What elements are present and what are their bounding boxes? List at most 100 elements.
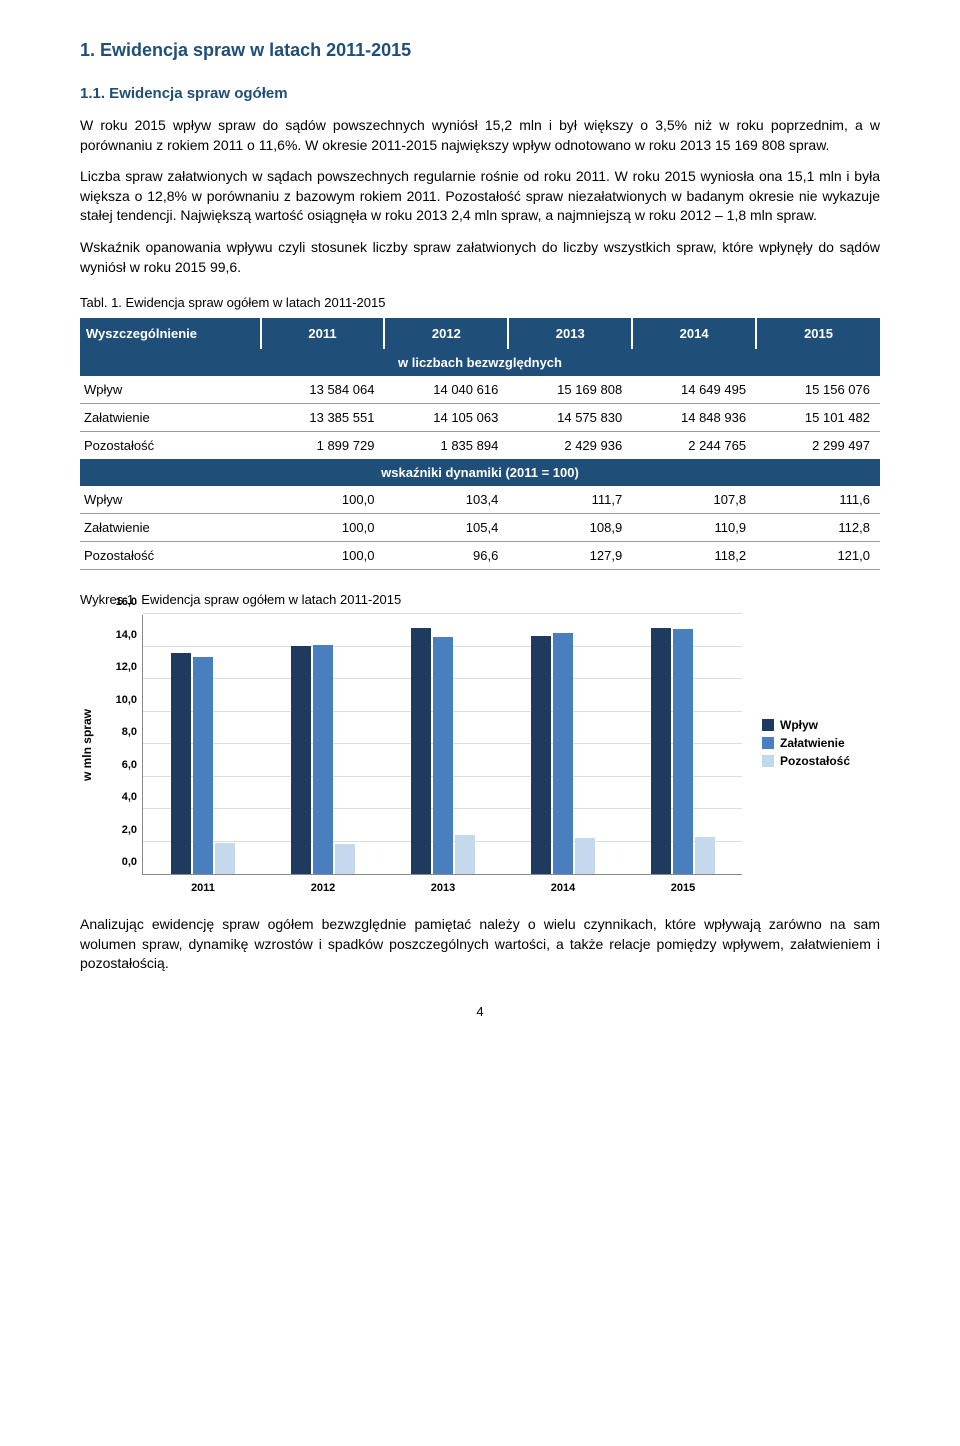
chart-ytick: 14,0 bbox=[103, 629, 137, 641]
chart-caption: Wykres 1. Ewidencja spraw ogółem w latac… bbox=[80, 592, 880, 607]
chart-ytick: 16,0 bbox=[103, 596, 137, 608]
cell-value: 13 385 551 bbox=[261, 404, 385, 432]
cell-value: 100,0 bbox=[261, 542, 385, 570]
chart-xtick: 2011 bbox=[191, 882, 215, 894]
data-table: Wyszczególnienie20112012201320142015 w l… bbox=[80, 318, 880, 570]
cell-value: 14 649 495 bbox=[632, 376, 756, 404]
row-label: Pozostałość bbox=[80, 542, 261, 570]
row-label: Pozostałość bbox=[80, 432, 261, 460]
cell-value: 2 244 765 bbox=[632, 432, 756, 460]
paragraph: Liczba spraw załatwionych w sądach powsz… bbox=[80, 167, 880, 226]
chart-bar bbox=[411, 628, 431, 875]
chart-bar bbox=[695, 837, 715, 874]
cell-value: 112,8 bbox=[756, 514, 880, 542]
chart-bar bbox=[291, 646, 311, 874]
cell-value: 15 169 808 bbox=[508, 376, 632, 404]
paragraph: Analizując ewidencję spraw ogółem bezwzg… bbox=[80, 915, 880, 974]
legend-item: Załatwienie bbox=[762, 736, 850, 750]
table-header: 2015 bbox=[756, 318, 880, 349]
table-row: Pozostałość1 899 7291 835 8942 429 9362 … bbox=[80, 432, 880, 460]
chart-wrapper: w mln spraw 0,02,04,06,08,010,012,014,01… bbox=[80, 615, 880, 875]
chart-xtick: 2012 bbox=[311, 882, 335, 894]
chart-bar bbox=[651, 628, 671, 874]
cell-value: 14 848 936 bbox=[632, 404, 756, 432]
chart-bar bbox=[313, 645, 333, 874]
chart-bar bbox=[335, 844, 355, 874]
chart-ytick: 2,0 bbox=[103, 824, 137, 836]
chart-bar bbox=[553, 633, 573, 874]
cell-value: 14 105 063 bbox=[384, 404, 508, 432]
chart-ytick: 4,0 bbox=[103, 791, 137, 803]
table-header: 2013 bbox=[508, 318, 632, 349]
cell-value: 2 299 497 bbox=[756, 432, 880, 460]
chart-bar bbox=[673, 629, 693, 874]
chart-bar-group bbox=[171, 653, 235, 874]
legend-swatch bbox=[762, 755, 774, 767]
chart-bar bbox=[531, 636, 551, 874]
chart-ylabel: w mln spraw bbox=[80, 709, 94, 781]
page-title: 1. Ewidencja spraw w latach 2011-2015 bbox=[80, 40, 880, 61]
chart-bar bbox=[215, 843, 235, 874]
cell-value: 2 429 936 bbox=[508, 432, 632, 460]
table-row: Pozostałość100,096,6127,9118,2121,0 bbox=[80, 542, 880, 570]
page-number: 4 bbox=[80, 1004, 880, 1019]
cell-value: 118,2 bbox=[632, 542, 756, 570]
chart-ytick: 6,0 bbox=[103, 759, 137, 771]
cell-value: 127,9 bbox=[508, 542, 632, 570]
legend-swatch bbox=[762, 737, 774, 749]
chart-ytick: 0,0 bbox=[103, 856, 137, 868]
cell-value: 15 101 482 bbox=[756, 404, 880, 432]
table-header: 2014 bbox=[632, 318, 756, 349]
chart-legend: Wpływ Załatwienie Pozostałość bbox=[762, 718, 850, 772]
table-caption: Tabl. 1. Ewidencja spraw ogółem w latach… bbox=[80, 295, 880, 310]
cell-value: 14 575 830 bbox=[508, 404, 632, 432]
legend-label: Pozostałość bbox=[780, 754, 850, 768]
cell-value: 100,0 bbox=[261, 486, 385, 514]
cell-value: 15 156 076 bbox=[756, 376, 880, 404]
paragraph: Wskaźnik opanowania wpływu czyli stosune… bbox=[80, 238, 880, 277]
legend-item: Pozostałość bbox=[762, 754, 850, 768]
chart-bar bbox=[575, 838, 595, 874]
table-row: Załatwienie100,0105,4108,9110,9112,8 bbox=[80, 514, 880, 542]
chart-ytick: 8,0 bbox=[103, 726, 137, 738]
chart-bar bbox=[193, 657, 213, 875]
table-subheader: wskaźniki dynamiki (2011 = 100) bbox=[80, 459, 880, 486]
legend-label: Wpływ bbox=[780, 718, 818, 732]
cell-value: 105,4 bbox=[384, 514, 508, 542]
chart-bar bbox=[455, 835, 475, 874]
chart-bar-group bbox=[291, 645, 355, 874]
legend-swatch bbox=[762, 719, 774, 731]
chart-xtick: 2013 bbox=[431, 882, 455, 894]
chart-ytick: 10,0 bbox=[103, 694, 137, 706]
table-row: Wpływ100,0103,4111,7107,8111,6 bbox=[80, 486, 880, 514]
table-header: 2012 bbox=[384, 318, 508, 349]
row-label: Załatwienie bbox=[80, 404, 261, 432]
section-title: 1.1. Ewidencja spraw ogółem bbox=[80, 85, 880, 102]
cell-value: 111,6 bbox=[756, 486, 880, 514]
table-header: 2011 bbox=[261, 318, 385, 349]
cell-value: 1 835 894 bbox=[384, 432, 508, 460]
table-header: Wyszczególnienie bbox=[80, 318, 261, 349]
table-row: Wpływ13 584 06414 040 61615 169 80814 64… bbox=[80, 376, 880, 404]
chart-xtick: 2014 bbox=[551, 882, 575, 894]
paragraph: W roku 2015 wpływ spraw do sądów powszec… bbox=[80, 116, 880, 155]
cell-value: 121,0 bbox=[756, 542, 880, 570]
chart-ytick: 12,0 bbox=[103, 661, 137, 673]
chart-bar bbox=[171, 653, 191, 874]
row-label: Wpływ bbox=[80, 376, 261, 404]
table-row: Załatwienie13 385 55114 105 06314 575 83… bbox=[80, 404, 880, 432]
cell-value: 14 040 616 bbox=[384, 376, 508, 404]
cell-value: 103,4 bbox=[384, 486, 508, 514]
bar-chart: 0,02,04,06,08,010,012,014,016,0201120122… bbox=[142, 615, 742, 875]
cell-value: 1 899 729 bbox=[261, 432, 385, 460]
chart-bar-group bbox=[651, 628, 715, 874]
row-label: Załatwienie bbox=[80, 514, 261, 542]
legend-label: Załatwienie bbox=[780, 736, 845, 750]
chart-bar-group bbox=[531, 633, 595, 874]
cell-value: 13 584 064 bbox=[261, 376, 385, 404]
legend-item: Wpływ bbox=[762, 718, 850, 732]
cell-value: 96,6 bbox=[384, 542, 508, 570]
chart-bar-group bbox=[411, 628, 475, 875]
cell-value: 100,0 bbox=[261, 514, 385, 542]
table-subheader: w liczbach bezwzględnych bbox=[80, 349, 880, 376]
